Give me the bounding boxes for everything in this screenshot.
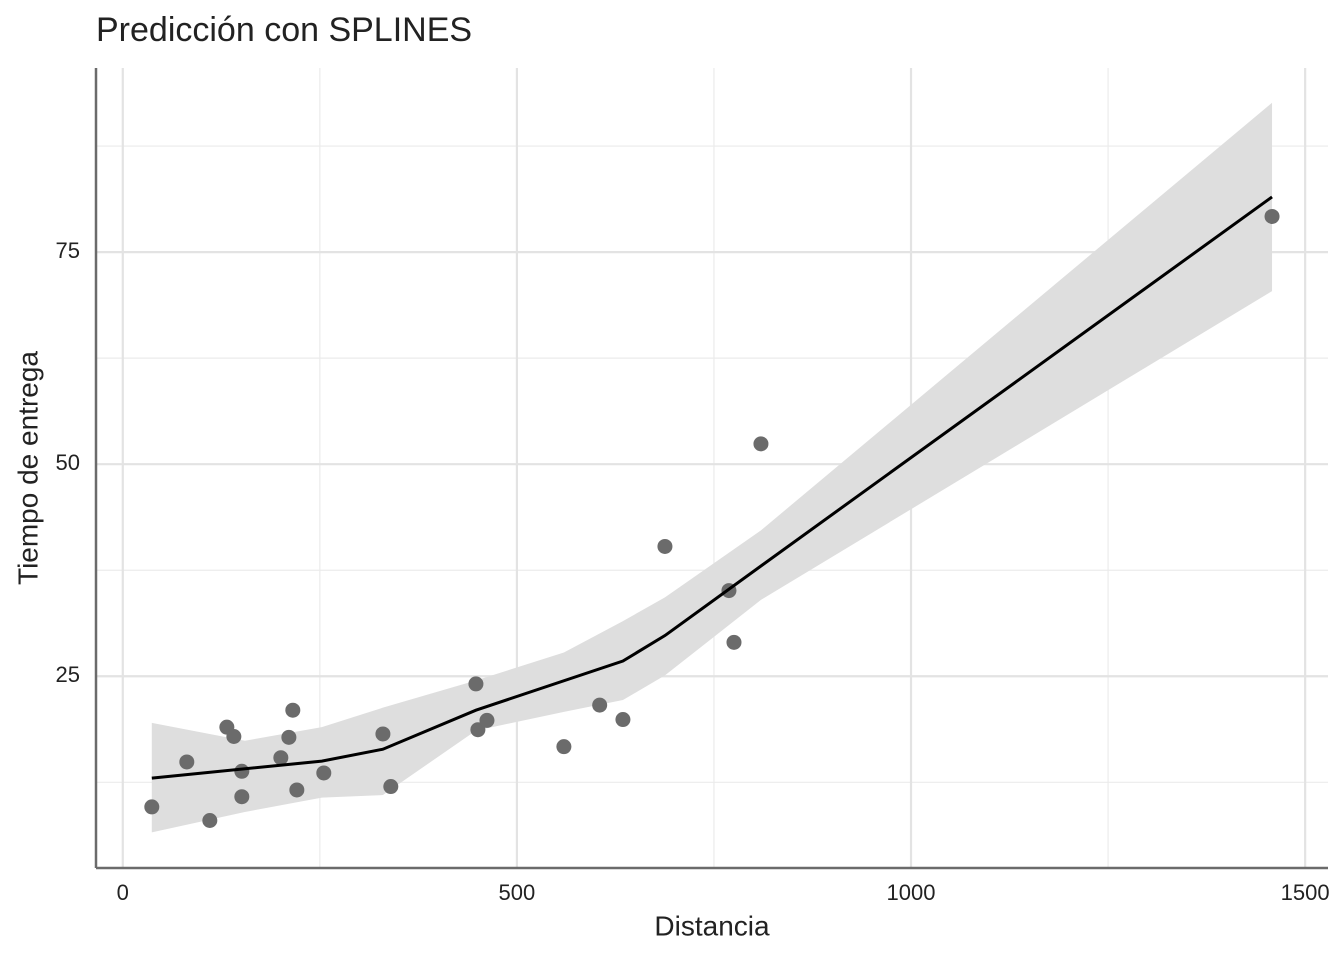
x-tick-label: 1000	[887, 880, 936, 905]
y-tick-label: 50	[56, 450, 80, 475]
point	[316, 765, 332, 781]
point	[726, 634, 742, 650]
point	[234, 763, 250, 779]
x-tick-label: 500	[499, 880, 536, 905]
point	[234, 789, 250, 805]
point	[479, 712, 495, 728]
x-tick-label: 0	[117, 880, 129, 905]
y-tick-label: 75	[56, 238, 80, 263]
chart-title: Predicción con SPLINES	[96, 11, 472, 49]
point	[657, 538, 673, 554]
point	[615, 712, 631, 728]
point	[1264, 208, 1280, 224]
confidence-band	[151, 102, 1273, 833]
point	[285, 702, 301, 718]
y-axis-label: Tiempo de entrega	[12, 351, 43, 585]
point	[556, 739, 572, 755]
point	[470, 722, 486, 738]
point	[179, 754, 195, 770]
point	[281, 729, 297, 745]
x-axis-label: Distancia	[654, 910, 770, 941]
point	[375, 726, 391, 742]
point	[144, 799, 160, 815]
point	[592, 697, 608, 713]
point	[289, 782, 305, 798]
point	[226, 729, 242, 745]
point	[468, 676, 484, 692]
point	[383, 779, 399, 795]
fit-line	[151, 195, 1273, 780]
point	[753, 436, 769, 452]
point	[273, 750, 289, 766]
x-tick-label: 1500	[1281, 880, 1330, 905]
point	[202, 812, 218, 828]
y-tick-label: 25	[56, 662, 80, 687]
